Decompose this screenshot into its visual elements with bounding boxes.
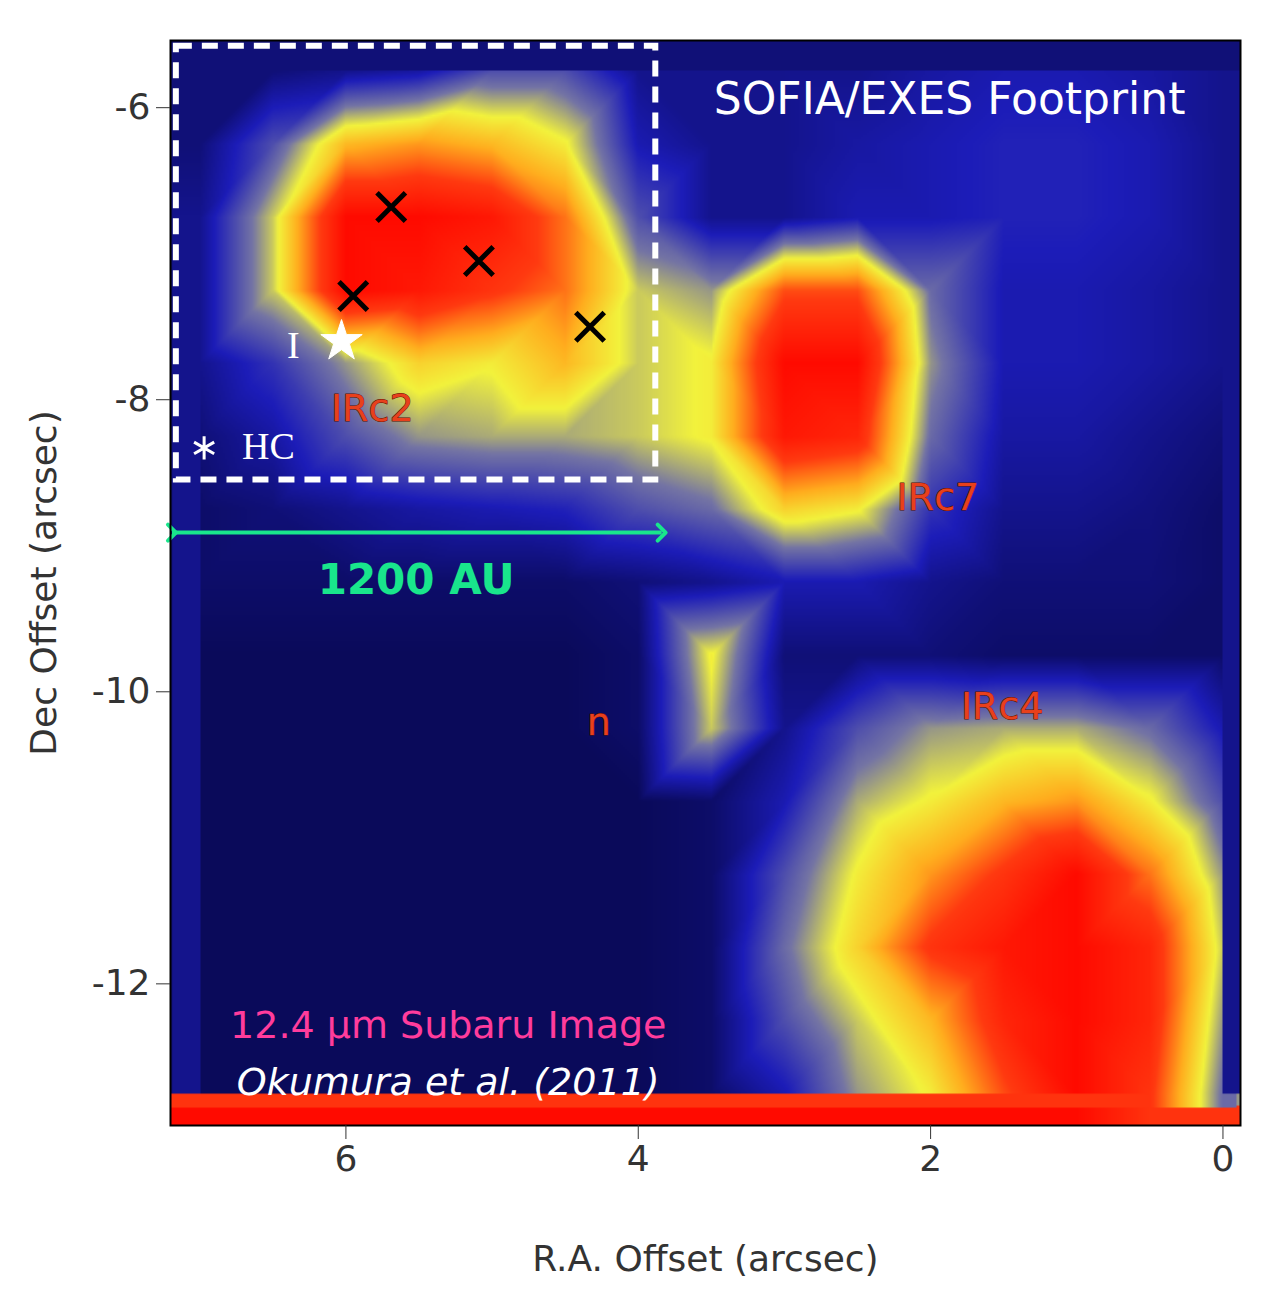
svg-text:n: n — [587, 700, 611, 744]
svg-text:IRc2: IRc2 — [331, 386, 414, 430]
svg-text:IRc7: IRc7 — [897, 475, 980, 519]
svg-text:Dec Offset (arcsec): Dec Offset (arcsec) — [23, 410, 64, 755]
svg-text:R.A. Offset (arcsec): R.A. Offset (arcsec) — [532, 1238, 878, 1279]
svg-text:IRc4: IRc4 — [961, 684, 1044, 728]
svg-text:12.4 µm Subaru Image: 12.4 µm Subaru Image — [230, 1003, 666, 1047]
svg-text:-10: -10 — [92, 670, 151, 711]
svg-text:-12: -12 — [92, 962, 151, 1003]
svg-text:2: 2 — [919, 1138, 942, 1179]
svg-text:6: 6 — [334, 1138, 357, 1179]
svg-text:Okumura et al. (2011): Okumura et al. (2011) — [237, 1060, 660, 1104]
svg-text:SOFIA/EXES Footprint: SOFIA/EXES Footprint — [714, 73, 1186, 124]
svg-text:-8: -8 — [115, 378, 151, 419]
svg-text:1200 AU: 1200 AU — [318, 555, 515, 604]
svg-text:I: I — [287, 324, 300, 366]
svg-text:HC: HC — [242, 425, 295, 467]
svg-text:0: 0 — [1212, 1138, 1235, 1179]
svg-text:-6: -6 — [115, 86, 151, 127]
svg-text:4: 4 — [627, 1138, 650, 1179]
